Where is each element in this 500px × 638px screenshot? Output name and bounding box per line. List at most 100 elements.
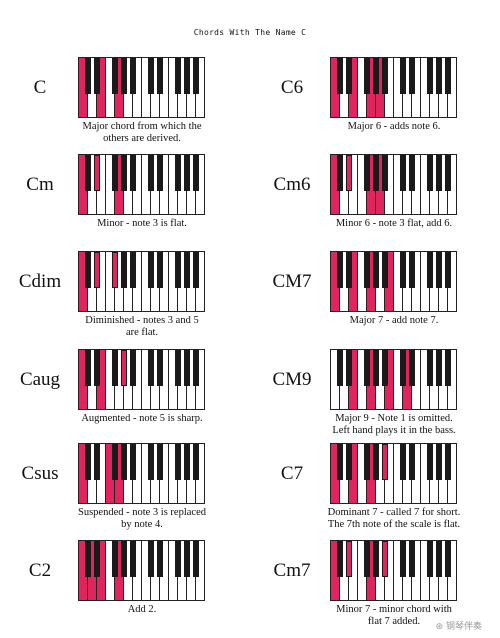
black-key — [148, 350, 154, 386]
white-key — [448, 350, 457, 409]
black-key — [400, 350, 406, 386]
black-key — [382, 350, 388, 386]
black-key — [382, 58, 388, 94]
black-key — [130, 350, 136, 386]
white-key — [385, 444, 394, 503]
black-key — [346, 252, 352, 288]
black-key — [373, 252, 379, 288]
black-key — [130, 58, 136, 94]
black-key — [175, 350, 181, 386]
black-key — [157, 252, 163, 288]
black-key — [337, 541, 343, 577]
black-key — [112, 350, 118, 386]
black-key — [85, 541, 91, 577]
black-key — [382, 155, 388, 191]
black-key — [94, 252, 100, 288]
black-key — [94, 58, 100, 94]
black-key — [364, 541, 370, 577]
black-key — [373, 58, 379, 94]
white-key — [448, 252, 457, 311]
piano-keyboard — [78, 540, 205, 601]
black-key — [427, 58, 433, 94]
black-key — [121, 58, 127, 94]
black-key — [400, 541, 406, 577]
black-key — [337, 252, 343, 288]
chord-caption: Dominant 7 - called 7 for short. The 7th … — [304, 507, 484, 531]
white-key — [349, 155, 358, 214]
black-key — [112, 252, 118, 288]
black-key — [409, 58, 415, 94]
black-key — [409, 155, 415, 191]
white-key — [133, 350, 142, 409]
white-key — [196, 252, 205, 311]
white-key — [385, 541, 394, 600]
black-key — [400, 155, 406, 191]
white-key — [349, 541, 358, 600]
black-key — [346, 350, 352, 386]
black-key — [184, 350, 190, 386]
white-key — [133, 58, 142, 117]
black-key — [121, 252, 127, 288]
black-key — [184, 58, 190, 94]
black-key — [148, 58, 154, 94]
white-key — [385, 350, 394, 409]
chord-name-c7: C7 — [280, 463, 304, 484]
black-key — [121, 350, 127, 386]
chord-caption: Augmented - note 5 is sharp. — [52, 413, 232, 425]
black-key — [445, 350, 451, 386]
piano-keyboard — [78, 349, 205, 410]
black-key — [121, 444, 127, 480]
black-key — [94, 444, 100, 480]
black-key — [436, 252, 442, 288]
black-key — [112, 541, 118, 577]
caption-line: others are derived. — [103, 133, 181, 144]
chord-caption: Add 2. — [52, 604, 232, 616]
piano-keyboard — [330, 251, 457, 312]
black-key — [193, 155, 199, 191]
white-key — [160, 155, 169, 214]
piano-keyboard — [330, 349, 457, 410]
chord-caption: Minor - note 3 is flat. — [52, 218, 232, 230]
white-key — [385, 58, 394, 117]
black-key — [373, 350, 379, 386]
black-key — [436, 155, 442, 191]
black-key — [175, 541, 181, 577]
white-key — [349, 58, 358, 117]
black-key — [85, 444, 91, 480]
white-key — [412, 350, 421, 409]
chord-caption: Suspended - note 3 is replaced by note 4. — [52, 507, 232, 531]
white-key — [448, 58, 457, 117]
white-key — [133, 252, 142, 311]
caption-line: are flat. — [125, 327, 159, 338]
white-key — [133, 541, 142, 600]
chord-caption: Major 6 - adds note 6. — [304, 121, 484, 133]
black-key — [184, 155, 190, 191]
black-key — [193, 252, 199, 288]
caption-line: Minor - note 3 is flat. — [97, 218, 187, 229]
black-key — [193, 350, 199, 386]
caption-line: Major 9 - Note 1 is omitted. — [335, 413, 453, 424]
caption-line: The 7th note of the scale is flat. — [327, 519, 461, 530]
black-key — [382, 541, 388, 577]
black-key — [346, 58, 352, 94]
black-key — [445, 541, 451, 577]
caption-line: Minor 6 - note 3 flat, add 6. — [335, 218, 453, 229]
black-key — [409, 252, 415, 288]
black-key — [148, 155, 154, 191]
watermark: ⊛ 钢琴伴奏 — [435, 622, 482, 632]
white-key — [412, 58, 421, 117]
black-key — [148, 252, 154, 288]
white-key — [349, 350, 358, 409]
black-key — [148, 541, 154, 577]
white-key — [160, 350, 169, 409]
caption-line: Major 6 - adds note 6. — [347, 121, 441, 132]
chord-caption: Major 7 - add note 7. — [304, 315, 484, 327]
white-key — [349, 252, 358, 311]
black-key — [94, 155, 100, 191]
caption-line: Left hand plays it in the bass. — [332, 425, 456, 436]
chord-name-csus: Csus — [21, 463, 59, 484]
black-key — [337, 155, 343, 191]
black-key — [130, 541, 136, 577]
black-key — [157, 541, 163, 577]
black-key — [409, 444, 415, 480]
